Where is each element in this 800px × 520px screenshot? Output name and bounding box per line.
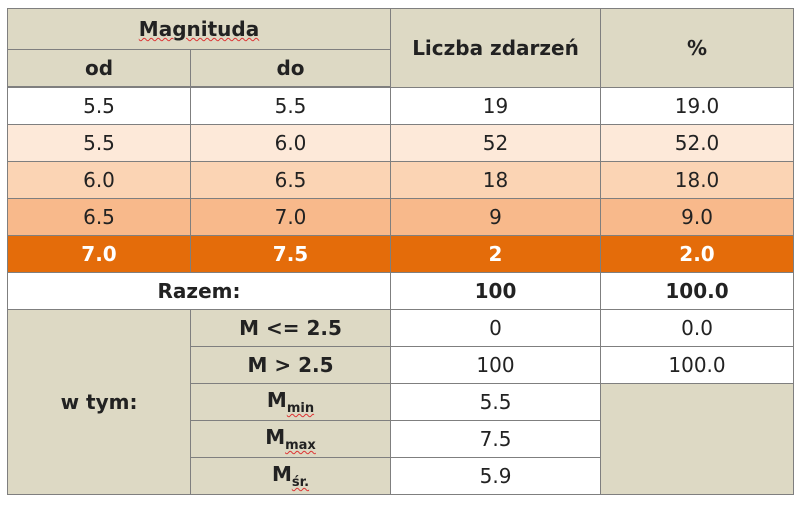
symbol: M	[271, 462, 292, 486]
data-cell: 7.0	[7, 235, 191, 273]
subset-value: 5.5	[390, 383, 602, 421]
symbol: M	[266, 388, 287, 412]
total-percent: 100.0	[600, 272, 795, 310]
subscript: min	[286, 401, 315, 416]
data-cell: 19	[390, 86, 602, 125]
total-count: 100	[390, 272, 602, 310]
data-row: 7.0 7.5 2 2.0	[7, 235, 795, 273]
subset-row: Mśr. 5.9	[8, 457, 794, 495]
subscript: max	[285, 438, 316, 453]
subset-percent: 0.0	[600, 309, 795, 347]
header-cell: do	[189, 49, 392, 88]
subset-item: Mmax	[189, 420, 392, 458]
data-cell: 5.5	[7, 124, 191, 162]
data-row: 6.5 7.0 9 9.0	[7, 198, 795, 236]
subset-value: 5.9	[390, 457, 602, 495]
data-cell: 9.0	[600, 198, 795, 236]
subset-item: M <= 2.5	[189, 309, 392, 347]
subset-value: 7.5	[390, 420, 602, 458]
subscript: śr.	[291, 475, 310, 490]
subset-label: w tym:	[7, 309, 191, 495]
subset-row: Mmax 7.5	[8, 420, 794, 458]
header-cell: od	[7, 49, 191, 88]
data-cell: 18.0	[600, 161, 795, 199]
subset-row: w tym: M <= 2.5 0 0.0	[7, 309, 795, 495]
header-row: Magnituda Liczba zdarzeń %	[6, 8, 795, 88]
data-cell: 2	[390, 235, 602, 273]
data-cell: 5.5	[189, 86, 392, 125]
data-cell: 6.5	[7, 198, 191, 236]
subset-row: Mmin 5.5	[8, 383, 795, 495]
header-text: Magnituda	[138, 17, 260, 41]
total-label: Razem:	[6, 272, 392, 310]
data-cell: 9	[390, 198, 602, 236]
header-cell: %	[600, 8, 795, 88]
data-rows: 5.5 5.5 19 19.0 5.5 6.0 52 52.0 6.0 6.5 18 18.0 6.5 7…	[7, 86, 795, 273]
data-cell: 7.5	[189, 235, 392, 273]
data-cell: 18	[390, 161, 602, 199]
subset-item: M > 2.5	[189, 346, 392, 384]
header-row: od do	[7, 49, 794, 88]
data-row: 6.0 6.5 18 18.0	[7, 161, 795, 199]
data-cell: 7.0	[189, 198, 392, 236]
empty-cell	[600, 383, 795, 495]
data-row: 5.5 6.0 52 52.0	[7, 124, 795, 162]
data-cell: 52.0	[600, 124, 795, 162]
subset-percent: 100.0	[600, 346, 795, 384]
data-cell: 6.0	[7, 161, 191, 199]
subset-count: 100	[390, 346, 602, 384]
data-row: 5.5 5.5 19 19.0	[7, 86, 795, 125]
symbol: M	[265, 425, 286, 449]
header-cell: Liczba zdarzeń	[390, 8, 602, 88]
data-cell: 6.0	[189, 124, 392, 162]
data-cell: 19.0	[600, 86, 795, 125]
data-cell: 2.0	[600, 235, 795, 273]
data-cell: 52	[390, 124, 602, 162]
magnitude-table: Magnituda Liczba zdarzeń % od do 5.5 5.5 1…	[6, 8, 795, 495]
subset-item: Mśr.	[189, 457, 392, 495]
subset-count: 0	[390, 309, 602, 347]
subset-item: Mmin	[189, 383, 392, 421]
data-cell: 5.5	[7, 86, 191, 125]
header-cell: Magnituda	[6, 8, 392, 50]
total-row: Razem: 100 100.0	[6, 272, 795, 310]
data-cell: 6.5	[189, 161, 392, 199]
